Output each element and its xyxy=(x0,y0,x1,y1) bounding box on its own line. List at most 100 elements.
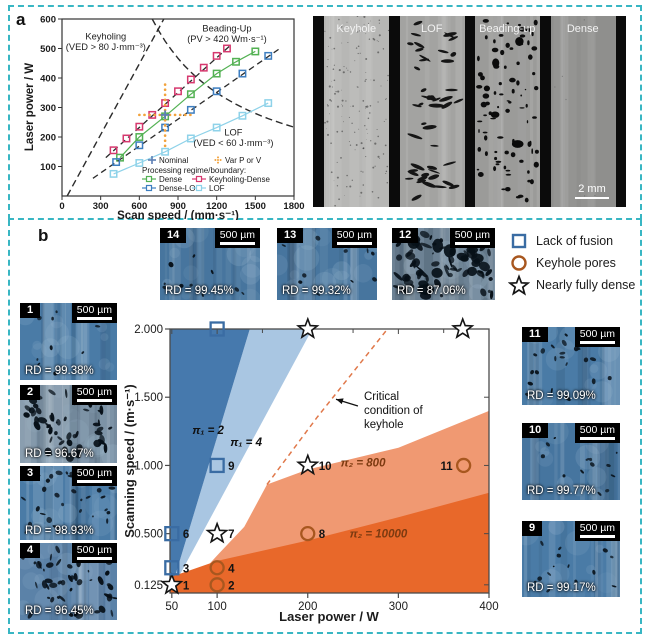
pore xyxy=(332,68,335,70)
pore xyxy=(533,353,538,357)
pore xyxy=(495,160,502,163)
pore xyxy=(336,185,339,187)
pore xyxy=(558,546,562,551)
texture xyxy=(608,327,616,405)
pore xyxy=(490,117,496,120)
micrograph-image xyxy=(475,16,540,207)
series-line-3 xyxy=(113,102,269,175)
texture xyxy=(437,16,445,207)
texture xyxy=(331,16,334,207)
scale-bar-line xyxy=(575,197,609,199)
texture xyxy=(51,303,58,380)
texture xyxy=(572,483,585,497)
texture xyxy=(559,16,565,207)
texture xyxy=(93,494,117,520)
x-tick-label: 0 xyxy=(59,201,64,212)
pore xyxy=(46,562,54,568)
pi-annotation: π₁ = 2 xyxy=(192,425,224,437)
texture xyxy=(186,228,209,243)
texture xyxy=(595,521,598,597)
pore xyxy=(412,20,422,26)
pore xyxy=(345,100,347,102)
pore xyxy=(550,388,553,393)
pore xyxy=(519,107,525,109)
pore xyxy=(106,511,111,515)
pore xyxy=(68,612,74,617)
texture xyxy=(287,228,294,300)
scale-bar-text: 500 µm xyxy=(579,328,615,340)
pore xyxy=(112,597,117,600)
pore xyxy=(342,121,344,123)
texture xyxy=(71,543,77,620)
texture xyxy=(247,228,256,300)
texture xyxy=(424,228,434,300)
scale-bar-line xyxy=(579,341,615,344)
pore xyxy=(413,41,424,49)
pore xyxy=(365,108,367,109)
texture xyxy=(500,16,504,207)
thumbnail-number: 1 xyxy=(20,303,41,318)
relative-density-value: RD = 96.45% xyxy=(25,605,94,617)
pore xyxy=(24,405,32,412)
texture xyxy=(353,264,373,283)
texture xyxy=(45,321,70,346)
pore xyxy=(377,196,380,199)
texture xyxy=(455,228,464,300)
data-point-star-10 xyxy=(296,453,320,476)
texture xyxy=(241,255,260,278)
texture xyxy=(548,563,570,585)
pore xyxy=(610,474,616,478)
pore xyxy=(500,49,505,56)
texture xyxy=(405,16,408,207)
pore xyxy=(105,570,110,576)
texture xyxy=(35,466,57,488)
pore xyxy=(448,184,459,190)
pore xyxy=(36,358,39,361)
scale-bar-500um: 500 µm xyxy=(71,466,117,486)
series-marker xyxy=(232,57,240,66)
pore xyxy=(336,130,339,133)
micrograph-image xyxy=(324,16,389,207)
texture xyxy=(81,466,86,540)
pore xyxy=(376,128,378,131)
pore xyxy=(366,248,369,254)
pore xyxy=(505,169,511,172)
scale-bar-line xyxy=(76,557,112,560)
texture xyxy=(488,16,494,207)
pore xyxy=(330,171,333,174)
pore xyxy=(499,93,504,96)
pore xyxy=(80,498,83,502)
pore xyxy=(334,204,336,207)
texture xyxy=(589,361,608,380)
pore xyxy=(610,555,614,559)
scale-bar-500um: 500 µm xyxy=(449,228,495,248)
pore xyxy=(343,66,345,68)
micrograph-lof: LOF xyxy=(399,16,465,207)
pore xyxy=(409,260,417,268)
texture xyxy=(590,488,605,500)
micrograph-bg xyxy=(399,16,465,207)
texture xyxy=(577,327,588,405)
pore xyxy=(351,179,353,181)
relative-density-value: RD = 99.77% xyxy=(527,485,596,497)
texture xyxy=(365,16,372,207)
pore xyxy=(428,103,444,108)
data-point-star- xyxy=(451,316,475,339)
texture xyxy=(595,544,604,553)
pore xyxy=(360,142,363,145)
texture xyxy=(350,228,359,300)
scale-bar-text: 500 µm xyxy=(76,386,112,398)
data-point-square-9 xyxy=(209,457,225,474)
pore xyxy=(460,255,469,262)
series-marker xyxy=(112,158,121,167)
pore xyxy=(385,172,387,175)
pore xyxy=(498,82,502,86)
pore xyxy=(334,290,338,295)
pore xyxy=(431,252,435,255)
pore xyxy=(350,105,352,107)
pore xyxy=(503,65,507,69)
legend-item-nearly-fully-dense: Nearly fully dense xyxy=(508,274,635,296)
pi-annotation: π₁ = 4 xyxy=(230,437,262,449)
scale-bar-500um: 500 µm xyxy=(331,228,377,248)
